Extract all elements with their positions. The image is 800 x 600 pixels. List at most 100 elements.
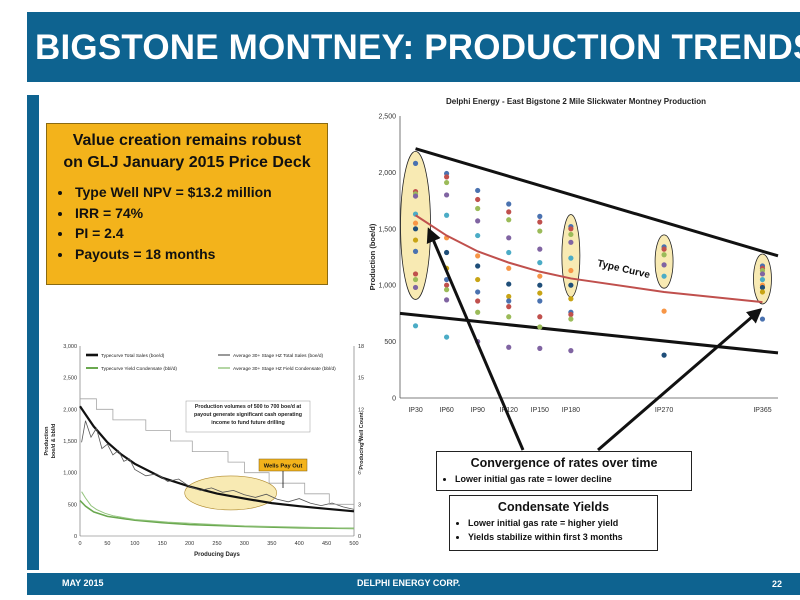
y-tick-label: 2,000 bbox=[63, 407, 77, 413]
legend-label: Average 30+ Stage HZ Total Sales (boe/d) bbox=[233, 353, 323, 359]
y-tick-label: 1,000 bbox=[378, 283, 396, 290]
value-bullet-npv: Type Well NPV = $13.2 million bbox=[73, 182, 327, 203]
data-point bbox=[475, 253, 481, 259]
condensate-bullets: Lower initial gas rate = higher yield Yi… bbox=[450, 516, 657, 544]
condensate-bullet-stabilize: Yields stabilize within first 3 months bbox=[468, 530, 657, 544]
data-point bbox=[444, 174, 450, 180]
data-point bbox=[444, 276, 450, 283]
data-point bbox=[537, 324, 543, 330]
data-point bbox=[444, 212, 450, 218]
production-days-chart: 05001,0001,5002,0002,5003,00003691215180… bbox=[44, 344, 365, 558]
data-point bbox=[759, 271, 766, 277]
data-point bbox=[568, 267, 574, 274]
data-point bbox=[475, 196, 481, 203]
y-tick-label: 0 bbox=[74, 534, 77, 540]
data-point bbox=[537, 213, 543, 219]
page-title: BIGSTONE MONTNEY: PRODUCTION TRENDS bbox=[35, 28, 800, 67]
data-point bbox=[661, 352, 667, 358]
value-bullet-pi: PI = 2.4 bbox=[73, 223, 327, 244]
y2-tick-label: 12 bbox=[358, 407, 364, 413]
data-point bbox=[506, 293, 512, 300]
data-point bbox=[475, 218, 481, 224]
value-box-heading-line2: on GLJ January 2015 Price Deck bbox=[63, 154, 311, 171]
x-tick-label: 0 bbox=[78, 541, 81, 547]
data-point bbox=[537, 273, 543, 279]
data-point bbox=[537, 298, 543, 304]
data-point bbox=[412, 237, 419, 243]
data-point bbox=[537, 246, 543, 252]
legend-label: Average 30+ Stage HZ Field Condensate (b… bbox=[233, 366, 336, 372]
x-tick-label: 150 bbox=[158, 541, 167, 547]
page-number: 22 bbox=[771, 579, 782, 589]
data-point bbox=[412, 323, 419, 329]
x-tick-label: IP120 bbox=[500, 407, 518, 414]
data-point bbox=[537, 345, 543, 351]
data-point bbox=[506, 304, 512, 310]
footer-company: DELPHI ENERGY CORP. bbox=[357, 578, 461, 588]
data-point bbox=[537, 282, 543, 288]
x-tick-label: 200 bbox=[185, 541, 194, 547]
y2-tick-label: 18 bbox=[358, 344, 364, 350]
data-point bbox=[537, 219, 543, 225]
x-tick-label: IP90 bbox=[470, 407, 485, 414]
data-point bbox=[444, 297, 450, 303]
y2-tick-label: 0 bbox=[358, 534, 361, 540]
x-tick-label: 50 bbox=[104, 541, 110, 547]
data-point bbox=[506, 281, 512, 287]
value-bullet-payout: Payouts = 18 months bbox=[73, 244, 327, 265]
data-point bbox=[506, 344, 512, 350]
data-point bbox=[444, 265, 450, 271]
payout-ellipse bbox=[184, 475, 277, 511]
data-point bbox=[759, 289, 766, 295]
data-point bbox=[444, 192, 450, 198]
production-note-box bbox=[185, 400, 311, 433]
data-point bbox=[506, 249, 512, 256]
type-curve-line bbox=[414, 214, 763, 304]
data-point bbox=[661, 308, 667, 314]
data-point bbox=[412, 271, 419, 277]
data-point bbox=[506, 217, 512, 223]
data-point bbox=[475, 187, 481, 194]
production-note-line: income to fund future drilling bbox=[211, 420, 285, 426]
upper-trend-line bbox=[415, 147, 779, 258]
convergence-heading: Convergence of rates over time bbox=[470, 456, 658, 470]
convergence-bullet: Lower initial gas rate = lower decline bbox=[455, 472, 691, 486]
data-point bbox=[412, 193, 419, 199]
data-point bbox=[537, 260, 543, 266]
x-tick-label: IP30 bbox=[408, 407, 423, 414]
production-note-line: payout generate significant cash operati… bbox=[194, 412, 302, 418]
x-tick-label: 350 bbox=[267, 541, 276, 547]
x-tick-label: IP365 bbox=[753, 407, 771, 414]
legend-label: Typecurve Yield Condensate (bbl/d) bbox=[101, 366, 177, 372]
data-point bbox=[412, 276, 419, 283]
value-creation-box: Value creation remains robust on GLJ Jan… bbox=[46, 123, 328, 285]
footer-date: MAY 2015 bbox=[62, 578, 104, 588]
x-tick-label: 500 bbox=[349, 541, 358, 547]
x-tick-label: IP60 bbox=[439, 407, 454, 414]
data-point bbox=[661, 262, 667, 268]
y-tick-label: 2,000 bbox=[378, 170, 396, 177]
x-tick-label: IP270 bbox=[655, 407, 673, 414]
data-point bbox=[506, 298, 512, 304]
data-point bbox=[759, 276, 766, 283]
data-point bbox=[444, 287, 450, 293]
data-point bbox=[661, 252, 667, 258]
data-point bbox=[475, 276, 481, 283]
data-point bbox=[568, 316, 574, 322]
x-tick-label: 400 bbox=[295, 541, 304, 547]
data-point bbox=[568, 348, 574, 354]
highlight-ellipse bbox=[654, 234, 674, 289]
data-point bbox=[475, 339, 481, 345]
data-point bbox=[475, 289, 481, 295]
data-point bbox=[568, 311, 574, 318]
y-tick-label: 1,000 bbox=[63, 471, 77, 477]
data-point bbox=[475, 205, 481, 212]
data-point bbox=[444, 179, 450, 186]
data-point bbox=[506, 209, 512, 215]
data-point bbox=[568, 296, 574, 302]
y-axis-label: Production (boe/d) bbox=[368, 223, 377, 290]
condensate-callout: Condensate Yields Lower initial gas rate… bbox=[449, 495, 658, 551]
y-axis-label-line2: boe/d & bbl/d bbox=[51, 424, 57, 459]
footer-bar: MAY 2015 DELPHI ENERGY CORP. 22 bbox=[27, 573, 800, 595]
value-bullet-irr: IRR = 74% bbox=[73, 203, 327, 224]
